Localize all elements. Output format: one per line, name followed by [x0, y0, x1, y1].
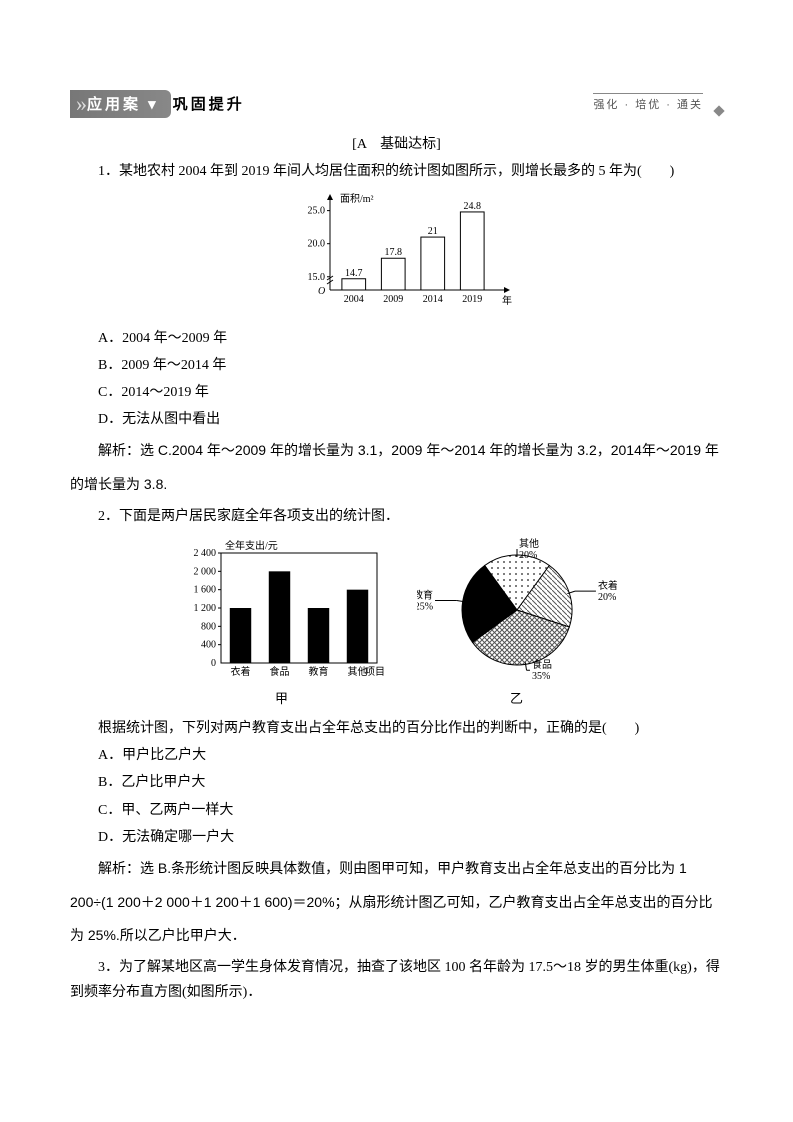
q3-text: 3．为了解某地区高一学生身体发育情况，抽查了该地区 100 名年龄为 17.5～…	[70, 955, 723, 1005]
header-banner: » 应用案 ▾	[70, 90, 171, 118]
svg-text:24.8: 24.8	[463, 201, 481, 212]
page-header: » 应用案 ▾ 巩固提升 强化 · 培优 · 通关	[70, 90, 723, 118]
svg-text:2 400: 2 400	[193, 548, 216, 559]
svg-text:1 600: 1 600	[193, 584, 216, 595]
svg-text:教育: 教育	[417, 588, 433, 601]
q1-option-b: B．2009 年～2014 年	[70, 353, 723, 378]
q2-charts-row: 全年支出/元4008001 2001 6002 0002 4000衣着食品教育其…	[70, 535, 723, 710]
header-right-text: 强化 · 培优 · 通关	[593, 93, 703, 116]
q2-bar-chart: 全年支出/元4008001 2001 6002 0002 4000衣着食品教育其…	[177, 535, 387, 685]
q1-chart: 15.0 20.0 25.0 O 面积/m² 年 14.7 2004 17.8 2009 21 201…	[70, 190, 723, 319]
svg-text:25%: 25%	[417, 601, 433, 612]
q1-text: 1．某地农村 2004 年到 2019 年间人均居住面积的统计图如图所示，则增长…	[70, 159, 723, 184]
svg-text:1 200: 1 200	[193, 603, 216, 614]
q2-bar-caption: 甲	[275, 687, 288, 710]
svg-text:20%: 20%	[519, 550, 537, 561]
q2-prompt: 根据统计图，下列对两户教育支出占全年总支出的百分比作出的判断中，正确的是( )	[70, 716, 723, 741]
q2-option-c: C．甲、乙两户一样大	[70, 798, 723, 823]
q2-bar-col: 全年支出/元4008001 2001 6002 0002 4000衣着食品教育其…	[177, 535, 387, 710]
page-container: » 应用案 ▾ 巩固提升 强化 · 培优 · 通关 [A 基础达标] 1．某地农…	[0, 0, 793, 1122]
svg-text:衣着: 衣着	[230, 665, 250, 678]
svg-text:17.8: 17.8	[384, 248, 402, 259]
svg-text:2019: 2019	[462, 294, 482, 305]
svg-text:400: 400	[201, 639, 216, 650]
svg-text:21: 21	[427, 226, 437, 237]
svg-text:O: O	[318, 286, 325, 297]
q2-option-d: D．无法确定哪一户大	[70, 825, 723, 850]
q2-option-b: B．乙户比甲户大	[70, 770, 723, 795]
q2-text: 2．下面是两户居民家庭全年各项支出的统计图．	[70, 504, 723, 529]
q2-pie-chart: 其他20%衣着20%食品35%教育25%	[417, 535, 617, 685]
svg-text:20%: 20%	[597, 592, 615, 603]
q2-answer: 解析：选 B.条形统计图反映具体数值，则由图甲可知，甲户教育支出占全年总支出的百…	[70, 852, 723, 953]
svg-text:800: 800	[201, 621, 216, 632]
svg-text:25.0: 25.0	[307, 206, 325, 217]
svg-text:15.0: 15.0	[307, 272, 325, 283]
svg-text:2014: 2014	[422, 294, 442, 305]
q1-bar-chart: 15.0 20.0 25.0 O 面积/m² 年 14.7 2004 17.8 2009 21 201…	[282, 190, 512, 310]
svg-text:35%: 35%	[531, 671, 549, 682]
chevron-icon: »	[76, 84, 83, 124]
q2-pie-caption: 乙	[510, 687, 523, 710]
svg-text:2 000: 2 000	[193, 566, 216, 577]
q1-option-d: D．无法从图中看出	[70, 407, 723, 432]
svg-text:衣着: 衣着	[597, 579, 616, 592]
svg-text:年: 年	[502, 294, 512, 307]
svg-text:全年支出/元: 全年支出/元	[225, 539, 278, 552]
svg-text:食品: 食品	[269, 665, 289, 678]
q2-option-a: A．甲户比乙户大	[70, 743, 723, 768]
section-a-label: [A 基础达标]	[70, 132, 723, 157]
svg-text:20.0: 20.0	[307, 239, 325, 250]
svg-text:食品: 食品	[531, 658, 551, 671]
header-subtitle: 巩固提升	[173, 91, 245, 118]
q1-answer: 解析：选 C.2004 年～2009 年的增长量为 3.1，2009 年～201…	[70, 434, 723, 501]
svg-text:教育: 教育	[308, 665, 328, 678]
svg-text:0: 0	[211, 658, 216, 669]
q1-option-c: C．2014～2019 年	[70, 380, 723, 405]
svg-text:面积/m²: 面积/m²	[340, 193, 374, 205]
q2-pie-col: 其他20%衣着20%食品35%教育25% 乙	[417, 535, 617, 710]
q1-option-a: A．2004 年～2009 年	[70, 326, 723, 351]
svg-text:2009: 2009	[383, 294, 403, 305]
diamond-icon	[713, 105, 724, 116]
header-title: 应用案 ▾	[87, 91, 159, 118]
svg-text:2004: 2004	[343, 294, 363, 305]
svg-text:项目: 项目	[365, 666, 385, 678]
svg-text:其他: 其他	[519, 537, 539, 550]
svg-text:14.7: 14.7	[345, 268, 363, 279]
